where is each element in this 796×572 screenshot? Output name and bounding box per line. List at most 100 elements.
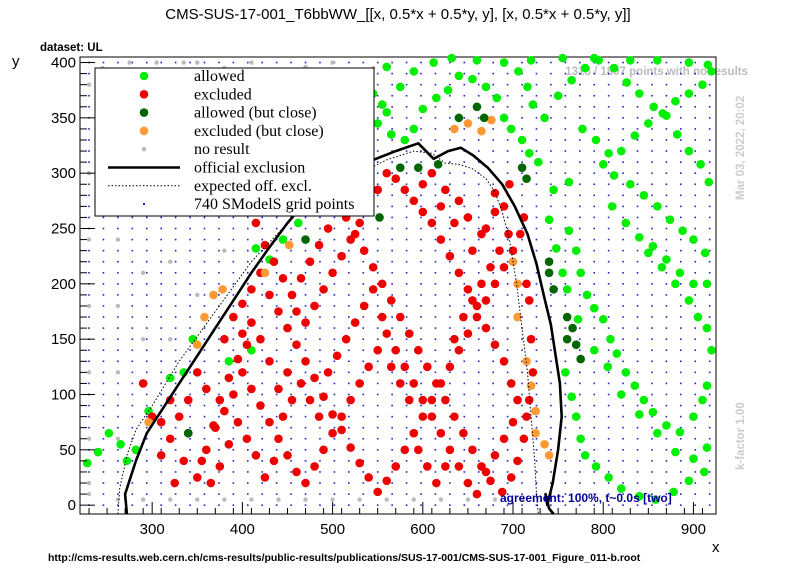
grid-point xyxy=(651,305,653,307)
excluded-close-point xyxy=(218,285,227,294)
grid-point xyxy=(694,139,697,141)
grid-point xyxy=(521,449,523,451)
excluded-point xyxy=(283,451,292,460)
excluded-point xyxy=(490,207,500,217)
grid-point xyxy=(117,426,119,429)
grid-point xyxy=(145,415,148,418)
grid-point xyxy=(246,415,249,418)
grid-point xyxy=(88,105,90,108)
allowed-point xyxy=(492,93,502,103)
grid-point xyxy=(304,249,307,252)
grid-point xyxy=(550,371,552,374)
grid-point xyxy=(680,139,682,141)
grid-point xyxy=(117,349,119,352)
grid-point xyxy=(636,393,639,396)
grid-point xyxy=(636,117,639,119)
grid-point xyxy=(174,338,177,340)
grid-point xyxy=(506,305,509,307)
grid-point xyxy=(189,471,191,473)
grid-point xyxy=(535,249,538,252)
grid-point xyxy=(117,360,119,363)
grid-point xyxy=(304,327,307,329)
grid-point xyxy=(463,404,466,407)
grid-point xyxy=(117,249,119,252)
grid-point xyxy=(261,349,264,352)
allowed-point xyxy=(630,381,640,390)
grid-point xyxy=(651,360,653,363)
grid-point xyxy=(261,316,264,318)
excluded-point xyxy=(504,229,513,239)
grid-point xyxy=(651,482,653,484)
grid-point xyxy=(651,94,653,97)
grid-point xyxy=(232,349,235,352)
grid-point xyxy=(376,139,379,141)
grid-point xyxy=(376,393,379,396)
excluded-point xyxy=(441,462,450,471)
grid-point xyxy=(376,360,379,363)
allowed-point xyxy=(528,100,538,109)
grid-point xyxy=(521,172,523,174)
grid-point xyxy=(405,194,408,197)
grid-point xyxy=(680,482,682,484)
grid-point xyxy=(564,360,567,363)
allowed-point xyxy=(662,421,671,430)
excluded-point xyxy=(526,334,536,344)
excluded-close-point xyxy=(450,124,459,134)
grid-point xyxy=(550,61,552,64)
excluded-point xyxy=(337,251,346,261)
excluded-point xyxy=(220,334,229,344)
grid-point xyxy=(708,139,711,141)
grid-point xyxy=(290,426,292,429)
grid-point xyxy=(607,172,610,174)
grid-point xyxy=(535,183,538,186)
allowed-point xyxy=(589,303,599,313)
grid-point xyxy=(117,415,119,418)
grid-point xyxy=(160,338,162,340)
grid-point xyxy=(420,61,422,64)
grid-point xyxy=(189,216,191,219)
allowed-point xyxy=(653,428,662,438)
grid-point xyxy=(492,360,494,363)
grid-point xyxy=(391,294,393,296)
grid-point xyxy=(362,349,365,352)
excluded-point xyxy=(364,362,373,372)
grid-point xyxy=(88,94,90,97)
grid-point xyxy=(405,338,408,340)
allowed-point xyxy=(571,246,581,255)
allowed-point xyxy=(382,108,392,117)
grid-point xyxy=(463,294,466,296)
grid-point xyxy=(665,238,668,241)
grid-point xyxy=(578,139,581,141)
grid-point xyxy=(521,426,523,429)
allowed-close-point xyxy=(549,285,558,294)
allowed-point xyxy=(621,218,631,228)
grid-point xyxy=(535,227,538,230)
allowed-point xyxy=(499,58,509,67)
grid-point xyxy=(578,294,581,296)
excluded-point xyxy=(256,334,265,344)
grid-point xyxy=(506,493,509,495)
grid-point xyxy=(261,437,264,440)
excluded-point xyxy=(314,240,324,250)
allowed-close-point xyxy=(571,340,581,349)
grid-point xyxy=(708,94,711,97)
grid-point xyxy=(564,426,567,429)
grid-point xyxy=(680,349,682,352)
grid-point xyxy=(218,283,220,285)
grid-point xyxy=(319,249,321,252)
grid-point xyxy=(665,249,668,252)
grid-point xyxy=(492,426,494,429)
grid-point xyxy=(174,316,177,318)
allowed-point xyxy=(251,244,261,253)
grid-point xyxy=(174,227,177,230)
allowed-point xyxy=(684,146,694,156)
excluded-point xyxy=(373,185,383,195)
grid-point xyxy=(319,216,321,219)
grid-point xyxy=(535,404,538,407)
grid-point xyxy=(376,161,379,163)
grid-point xyxy=(218,338,220,340)
grid-point xyxy=(275,338,278,340)
grid-point xyxy=(88,404,90,407)
grid-point xyxy=(290,283,292,285)
grid-point xyxy=(665,161,668,163)
